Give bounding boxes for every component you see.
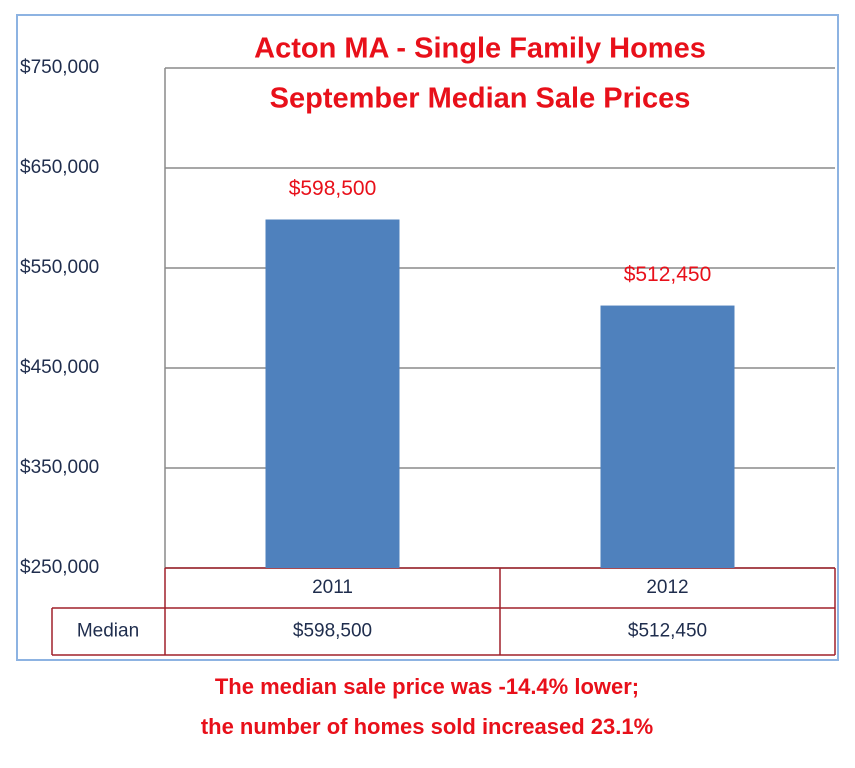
table-cell: $512,450: [628, 621, 707, 642]
y-tick-label: $650,000: [20, 157, 99, 178]
note: The median sale price was -14.4% lower;: [215, 674, 639, 699]
bar: [600, 305, 735, 568]
y-tick-label: $350,000: [20, 457, 99, 478]
x-tick-label: 2011: [312, 577, 353, 598]
y-tick-label: $450,000: [20, 357, 99, 378]
chart-title: Acton MA - Single Family Homes: [254, 33, 706, 65]
table-row-label: Median: [77, 621, 139, 642]
chart-subtitle: September Median Sale Prices: [270, 83, 691, 115]
x-tick-label: 2012: [646, 577, 688, 598]
chart-border: [16, 14, 839, 661]
table-cell: $598,500: [293, 621, 372, 642]
data-label: $598,500: [289, 177, 377, 200]
y-tick-label: $750,000: [20, 57, 99, 78]
y-tick-label: $250,000: [20, 557, 99, 578]
bar: [265, 219, 400, 568]
note: the number of homes sold increased 23.1%: [201, 714, 653, 739]
data-label: $512,450: [624, 263, 712, 286]
y-tick-label: $550,000: [20, 257, 99, 278]
